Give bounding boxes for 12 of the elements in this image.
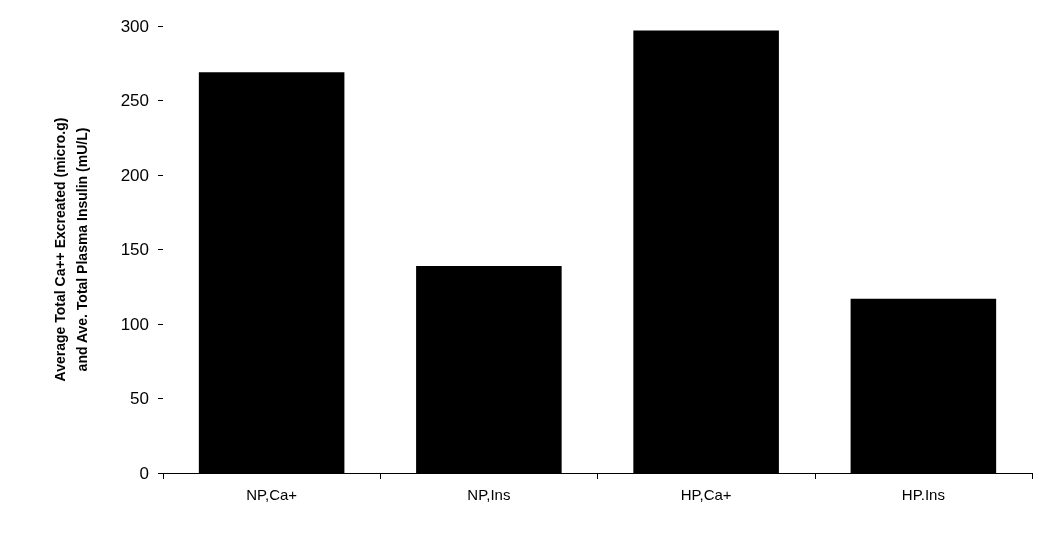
x-tick-label: HP,Ca+ <box>680 486 732 503</box>
y-tick-label: 100 <box>120 314 149 334</box>
y-tick-label: 50 <box>130 389 149 408</box>
y-tick-label: 150 <box>120 240 149 259</box>
x-tick-label: NP,Ins <box>467 486 511 503</box>
x-tick-label: NP,Ca+ <box>246 486 298 503</box>
x-tick-label: HP.Ins <box>901 486 945 503</box>
y-tick-label: 200 <box>120 165 149 185</box>
y-axis-title: Average Total Ca++ Excreated (micro.g) and Ave. Total Plasma Insulin (mU/L) <box>52 117 90 382</box>
y-tick-label: 250 <box>120 91 149 110</box>
y-tick-label: 300 <box>120 16 149 36</box>
y-tick-label: 0 <box>139 463 149 483</box>
